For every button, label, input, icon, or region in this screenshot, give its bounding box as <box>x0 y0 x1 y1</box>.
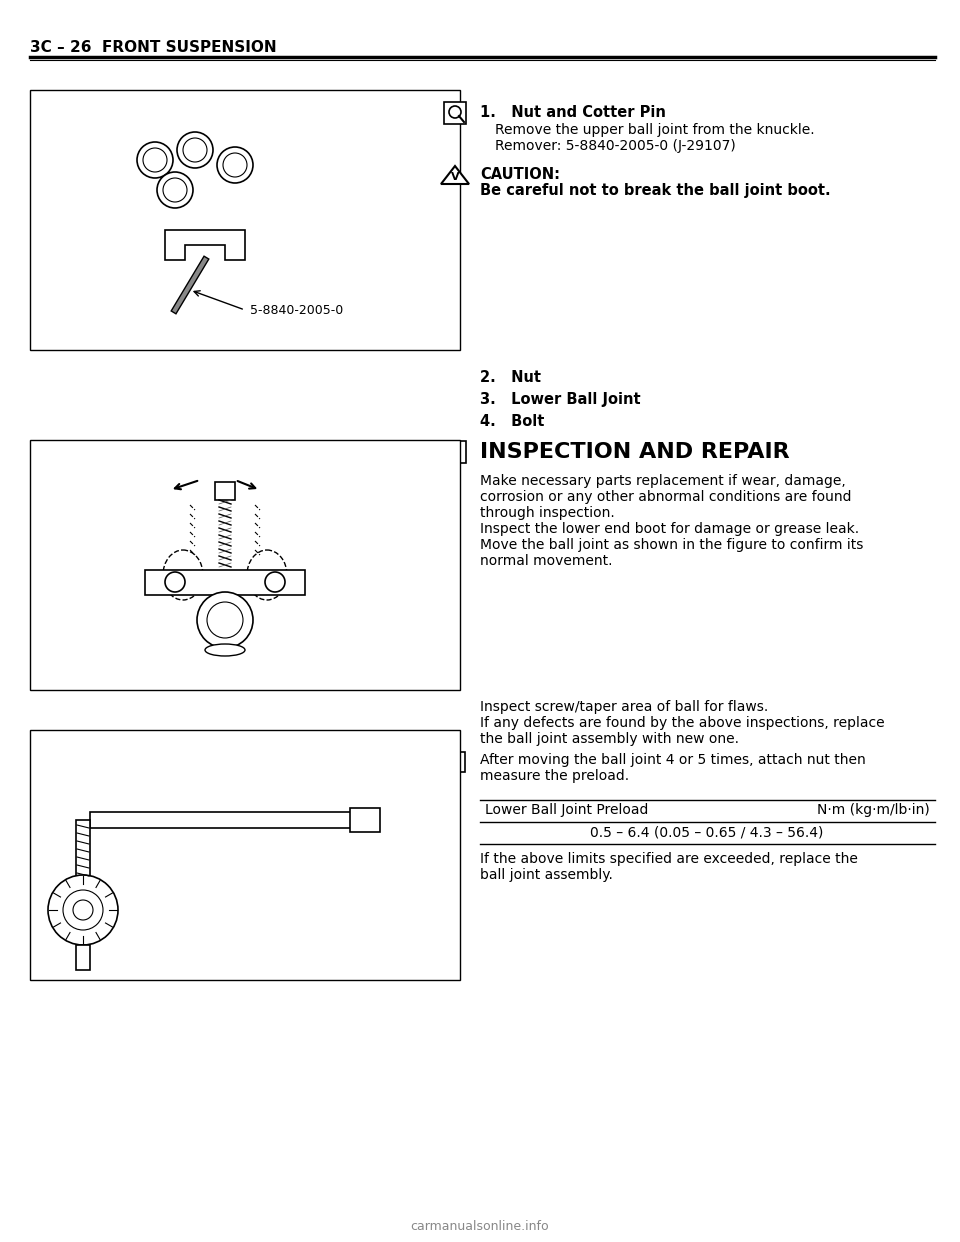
Text: Make necessary parts replacement if wear, damage,: Make necessary parts replacement if wear… <box>480 474 846 488</box>
Text: V: V <box>450 171 459 183</box>
Polygon shape <box>165 230 245 260</box>
Bar <box>90 812 360 828</box>
Bar <box>444 441 466 463</box>
Text: 3C – 26  FRONT SUSPENSION: 3C – 26 FRONT SUSPENSION <box>30 40 276 55</box>
Circle shape <box>63 891 103 930</box>
Circle shape <box>177 132 213 168</box>
Text: normal movement.: normal movement. <box>480 554 612 568</box>
Bar <box>30 730 460 980</box>
Text: Inspect screw/taper area of ball for flaws.: Inspect screw/taper area of ball for fla… <box>480 700 768 714</box>
Bar <box>215 482 235 501</box>
Text: the ball joint assembly with new one.: the ball joint assembly with new one. <box>480 732 739 746</box>
Text: Move the ball joint as shown in the figure to confirm its: Move the ball joint as shown in the figu… <box>480 538 863 551</box>
Circle shape <box>163 178 187 202</box>
Text: carmanualsonline.info: carmanualsonline.info <box>411 1220 549 1233</box>
Text: 5-8840-2005-0: 5-8840-2005-0 <box>250 304 344 317</box>
Text: Remover: 5-8840-2005-0 (J-29107): Remover: 5-8840-2005-0 (J-29107) <box>495 139 735 153</box>
Bar <box>76 945 90 970</box>
Text: CAUTION:: CAUTION: <box>480 166 560 183</box>
Circle shape <box>48 876 118 945</box>
Circle shape <box>449 106 461 118</box>
Text: Lower Ball Joint Preload: Lower Ball Joint Preload <box>485 804 648 817</box>
Bar <box>350 809 380 832</box>
Text: If any defects are found by the above inspections, replace: If any defects are found by the above in… <box>480 715 884 730</box>
Text: corrosion or any other abnormal conditions are found: corrosion or any other abnormal conditio… <box>480 491 852 504</box>
Bar <box>145 570 305 595</box>
Bar <box>30 440 460 691</box>
Text: Inspect the lower end boot for damage or grease leak.: Inspect the lower end boot for damage or… <box>480 522 859 537</box>
Text: If the above limits specified are exceeded, replace the: If the above limits specified are exceed… <box>480 852 858 866</box>
Circle shape <box>137 142 173 178</box>
Text: Remove the upper ball joint from the knuckle.: Remove the upper ball joint from the knu… <box>495 123 815 137</box>
Text: 0.5 – 6.4 (0.05 – 0.65 / 4.3 – 56.4): 0.5 – 6.4 (0.05 – 0.65 / 4.3 – 56.4) <box>590 825 824 840</box>
Polygon shape <box>441 166 469 184</box>
Text: 1.   Nut and Cotter Pin: 1. Nut and Cotter Pin <box>480 106 666 120</box>
Bar <box>445 751 465 773</box>
Circle shape <box>265 573 285 592</box>
Text: After moving the ball joint 4 or 5 times, attach nut then: After moving the ball joint 4 or 5 times… <box>480 753 866 768</box>
Bar <box>444 102 466 124</box>
Circle shape <box>165 573 185 592</box>
Bar <box>76 820 90 881</box>
Circle shape <box>157 171 193 207</box>
Circle shape <box>143 148 167 171</box>
Bar <box>30 89 460 350</box>
Circle shape <box>450 447 460 457</box>
Circle shape <box>73 900 93 920</box>
Text: N·m (kg·m/lb·in): N·m (kg·m/lb·in) <box>817 804 930 817</box>
Circle shape <box>207 602 243 638</box>
Circle shape <box>453 450 457 455</box>
Circle shape <box>183 138 207 161</box>
Text: 3.   Lower Ball Joint: 3. Lower Ball Joint <box>480 392 640 407</box>
Text: INSPECTION AND REPAIR: INSPECTION AND REPAIR <box>480 442 790 462</box>
Bar <box>451 756 459 768</box>
Text: ball joint assembly.: ball joint assembly. <box>480 868 612 882</box>
Text: Be careful not to break the ball joint boot.: Be careful not to break the ball joint b… <box>480 183 830 197</box>
Circle shape <box>197 592 253 648</box>
Text: 2.   Nut: 2. Nut <box>480 370 541 385</box>
Text: measure the preload.: measure the preload. <box>480 769 629 782</box>
Circle shape <box>217 147 253 183</box>
Text: through inspection.: through inspection. <box>480 505 614 520</box>
Circle shape <box>223 153 247 178</box>
Ellipse shape <box>205 645 245 656</box>
Text: 4.   Bolt: 4. Bolt <box>480 414 544 428</box>
